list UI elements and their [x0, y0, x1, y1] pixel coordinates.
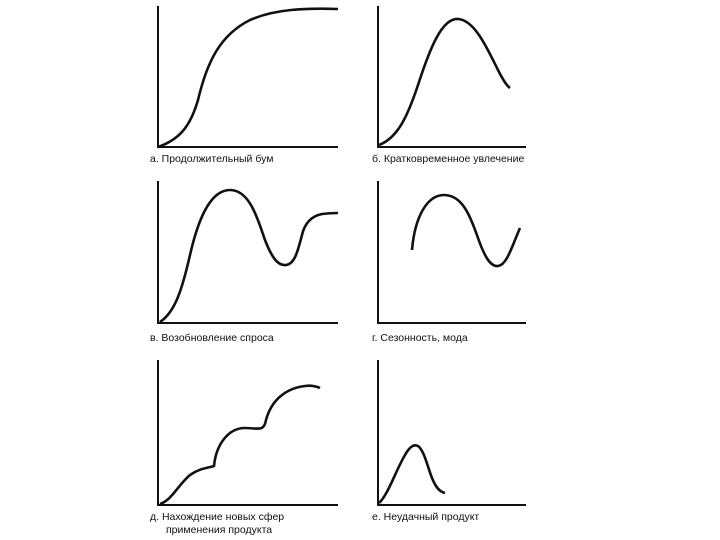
panel-a-caption: а. Продолжительный бум — [150, 153, 273, 165]
panel-d-axes — [377, 181, 526, 324]
panel-f-caption: е. Неудачный продукт — [372, 511, 479, 523]
panel-b-axes — [377, 6, 526, 148]
panel-e-axes — [157, 360, 338, 506]
panel-b-curve — [378, 17, 511, 147]
panel-a-axes — [157, 6, 338, 148]
panel-d-caption: г. Сезонность, мода — [372, 332, 468, 344]
panel-c-axes — [157, 181, 338, 324]
panel-e-curve — [159, 384, 321, 506]
panel-d: г. Сезонность, мода — [372, 181, 526, 344]
panel-e-caption-line-1: д. Нахождение новых сфер — [150, 511, 284, 523]
panel-f: е. Неудачный продукт — [372, 360, 526, 523]
panel-e: д. Нахождение новых сфер применения прод… — [150, 360, 338, 536]
panel-e-caption-line-2: применения продукта — [166, 524, 272, 536]
panel-c: в. Возобновление спроса — [150, 181, 339, 344]
panel-c-curve — [159, 188, 339, 324]
panel-d-curve — [410, 193, 522, 268]
panel-b: б. Кратковременное увлечение — [372, 6, 526, 165]
panel-f-axes — [377, 360, 526, 506]
panel-a: а. Продолжительный бум — [150, 6, 339, 165]
panel-c-caption: в. Возобновление спроса — [150, 332, 274, 344]
panel-a-curve — [157, 7, 339, 149]
panel-f-curve — [378, 444, 446, 504]
panel-b-caption: б. Кратковременное увлечение — [372, 153, 524, 165]
